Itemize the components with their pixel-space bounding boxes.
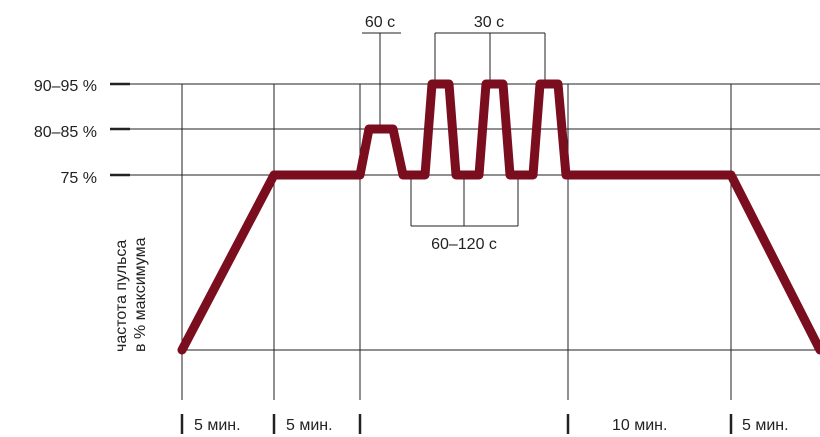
phase-label-3: 10 мин. — [612, 417, 667, 434]
phase-label-4: 5 мин. — [742, 417, 789, 434]
annotation-30s: 30 с — [474, 14, 504, 31]
y-axis-label-line-1: частота пульса — [113, 240, 130, 352]
heart-rate-profile-line — [177, 79, 820, 355]
y-ticks — [110, 82, 130, 177]
phase-label-2: 5 мин. — [286, 417, 333, 434]
y-level-label-80-85: 80–85 % — [34, 124, 97, 141]
phase-markers — [180, 414, 733, 434]
annotation-60s: 60 с — [365, 14, 395, 31]
y-level-label-75: 75 % — [61, 170, 97, 187]
phase-label-1: 5 мин. — [194, 417, 241, 434]
y-axis-label-line-2: в % максимума — [132, 237, 149, 352]
y-level-label-90-95: 90–95 % — [34, 78, 97, 95]
annotation-brackets — [362, 32, 546, 227]
annotation-60-120s: 60–120 с — [431, 236, 497, 253]
